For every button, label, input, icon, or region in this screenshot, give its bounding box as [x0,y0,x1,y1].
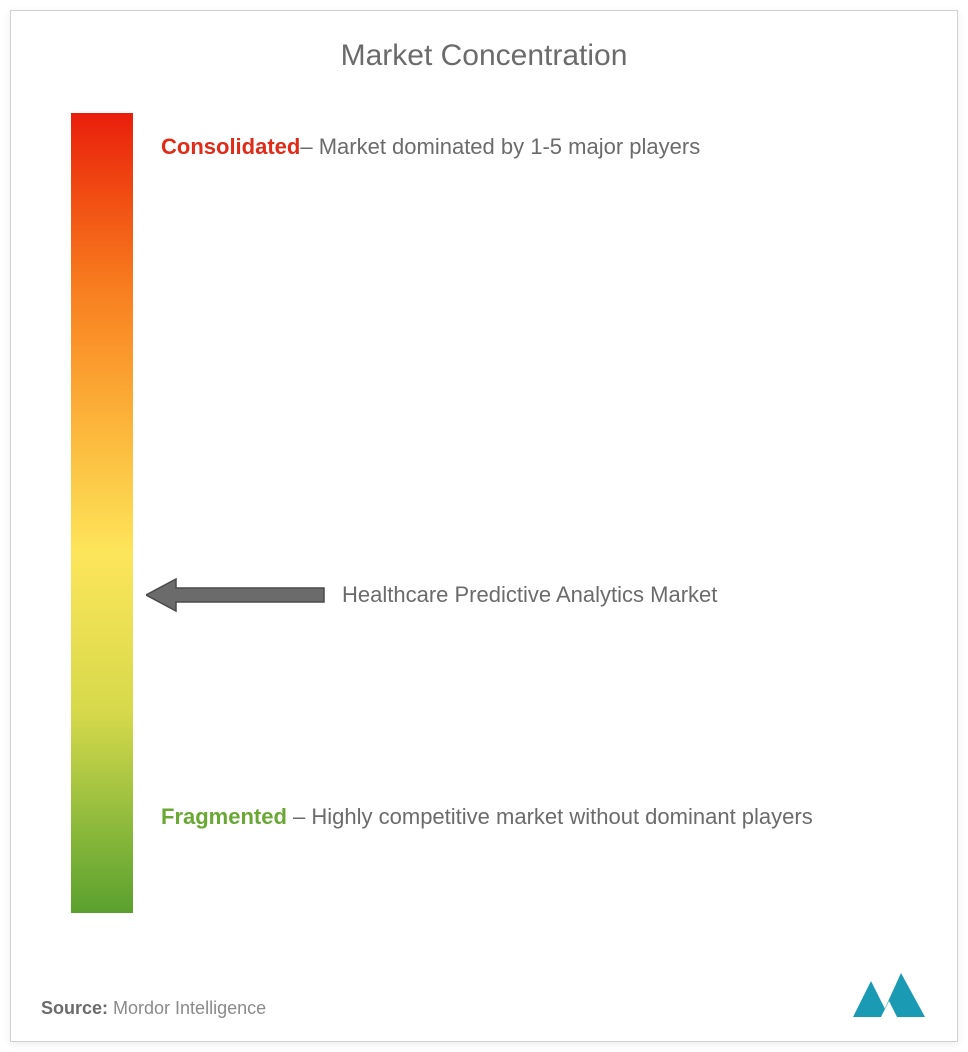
fragmented-desc: – Highly competitive market without domi… [287,804,813,829]
market-pointer: Healthcare Predictive Analytics Market [146,575,717,615]
consolidated-label: Consolidated– Market dominated by 1-5 ma… [161,123,917,171]
mordor-logo-icon [851,971,927,1019]
arrow-left-icon [146,575,326,615]
footer: Source: Mordor Intelligence [41,971,927,1019]
consolidated-term: Consolidated [161,134,300,159]
content-area: Consolidated– Market dominated by 1-5 ma… [11,73,957,893]
chart-title: Market Concentration [11,39,957,73]
consolidated-desc: – Market dominated by 1-5 major players [300,134,700,159]
source-label: Source: [41,998,108,1018]
fragmented-label: Fragmented – Highly competitive market w… [161,793,917,841]
concentration-gradient-bar [71,113,133,913]
market-name: Healthcare Predictive Analytics Market [342,582,717,608]
infographic-card: Market Concentration Consolidated– Marke… [10,10,958,1042]
source-text: Mordor Intelligence [108,998,266,1018]
source-attribution: Source: Mordor Intelligence [41,998,266,1019]
fragmented-term: Fragmented [161,804,287,829]
